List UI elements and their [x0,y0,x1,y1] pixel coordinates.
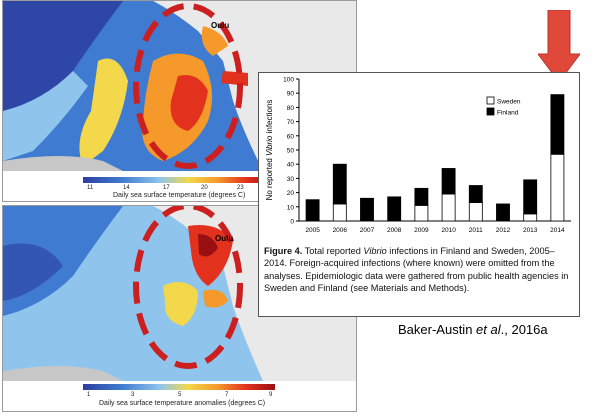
city-label-bottom: Oulu [215,234,234,243]
y-tick-label: 30 [287,176,295,183]
x-tick-label: 2005 [305,227,320,234]
x-tick-label: 2010 [441,227,456,234]
legend-swatch-sweden [486,96,495,105]
bar-sweden [523,213,538,222]
city-label-top: Oulu [211,21,230,30]
y-tick-label: 40 [287,162,295,169]
bar-finland [441,168,456,195]
highlight-ellipse-top [133,3,243,169]
bar-sweden [468,202,483,222]
colorbar-tick: 3 [131,392,135,398]
bar-finland [414,187,429,206]
legend-label: Finland [497,110,519,117]
y-tick-label: 100 [283,77,294,84]
down-arrow-icon [538,10,580,82]
y-tick-label: 70 [287,119,295,126]
highlight-ellipse-bottom [133,206,243,369]
caption-label: Figure 4. [264,246,303,256]
bar-finland [387,196,402,222]
colorbar-label-top: Daily sea surface temperature (degrees C… [113,192,246,199]
x-tick-label: 2008 [387,227,402,234]
figure-card: 0 10 20 30 40 50 60 70 80 90 100 No reported Vibrio… [258,72,580,317]
bar-sweden [332,203,347,222]
x-tick-label: 2006 [333,227,348,234]
colorbar-tick: 17 [163,185,170,191]
colorbar-top [83,177,275,183]
citation-author: Baker-Austin [398,322,477,337]
figure-caption: Figure 4. Total reported Vibrio infectio… [264,245,576,295]
y-tick-label: 20 [287,190,295,197]
legend-label: Sweden [497,99,521,106]
y-tick-label: 90 [287,91,295,98]
bar-finland [468,185,483,203]
caption-text-b: infections in Finland and Sweden, 2005–2… [264,246,569,294]
citation: Baker-Austin et al., 2016a [398,322,548,337]
sst-map-top-graphic [3,1,356,183]
x-tick-label: 2012 [496,227,511,234]
colorbar-tick: 5 [178,392,182,398]
colorbar-tick: 11 [87,185,94,191]
bar-finland [550,94,565,155]
x-tick-label: 2009 [414,227,429,234]
citation-etal: et al [476,322,501,337]
y-tick-label: 0 [290,219,294,226]
citation-rest: ., 2016a [500,322,548,337]
sst-map-top: Oulu 11 14 17 20 23 Daily sea surface te… [2,0,357,202]
colorbar-bottom [83,384,275,390]
colorbar-label-bottom: Daily sea surface temperature anomalies … [99,400,266,407]
x-tick-label: 2013 [523,227,538,234]
bar-finland [332,163,347,205]
y-tick-label: 60 [287,133,295,140]
caption-italic: Vibrio [363,246,387,256]
colorbar-tick: 14 [123,185,130,191]
x-tick-label: 2011 [469,227,483,234]
bar-sweden [414,204,429,222]
bar-sweden [550,153,565,222]
bar-finland [523,179,538,215]
colorbar-tick: 7 [225,392,229,398]
y-tick-label: 50 [287,148,295,155]
y-tick-label: 80 [287,105,295,112]
colorbar-tick: 9 [269,392,273,398]
x-tick-label: 2007 [360,227,375,234]
bar-sweden [441,193,456,222]
vibrio-bar-chart: 0 10 20 30 40 50 60 70 80 90 100 No reported Vibrio… [265,77,571,234]
caption-text-a: Total reported [302,246,364,256]
x-tick-label: 2014 [550,227,565,234]
colorbar-tick: 1 [87,392,91,398]
bar-finland [360,197,374,222]
colorbar-tick: 23 [237,185,244,191]
y-axis-label: No reported Vibrio infections [265,100,274,201]
legend-swatch-finland [486,107,495,116]
bar-finland [305,199,320,222]
colorbar-tick: 20 [201,185,208,191]
bar-finland [496,203,510,222]
y-tick-label: 10 [287,204,295,211]
